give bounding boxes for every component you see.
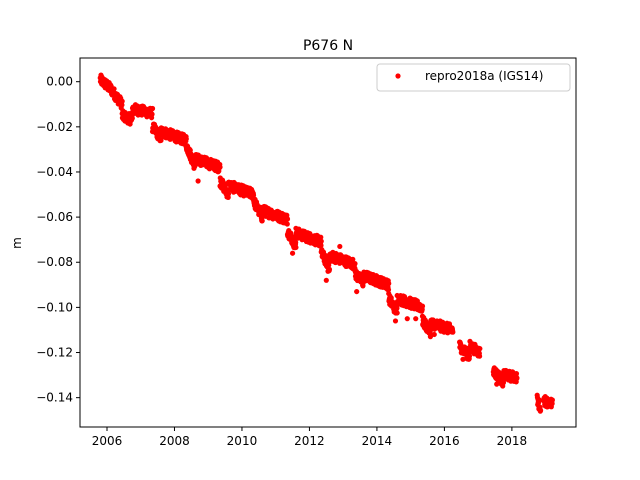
y-tick-label: −0.14	[36, 391, 73, 405]
y-tick-label: −0.12	[36, 346, 73, 360]
data-point	[284, 216, 291, 222]
x-tick-label: 2018	[497, 434, 528, 448]
data-point	[149, 111, 155, 117]
data-point	[195, 178, 201, 184]
data-point	[318, 242, 324, 249]
data-point	[149, 105, 156, 112]
data-point	[289, 250, 296, 256]
data-point	[431, 331, 437, 338]
data-point	[293, 239, 299, 246]
data-point	[419, 303, 426, 309]
data-point	[111, 86, 117, 92]
data-point	[284, 221, 290, 227]
x-tick-label: 2008	[159, 434, 190, 448]
y-tick-label: −0.04	[36, 165, 73, 179]
y-tick-label: −0.02	[36, 120, 73, 134]
data-point	[450, 329, 456, 335]
data-point	[325, 268, 331, 274]
data-point	[549, 397, 555, 403]
x-axis-ticks: 2006 2008 2010 2012 2014 2016 2018	[92, 427, 527, 448]
y-tick-label: −0.06	[36, 210, 73, 224]
data-point	[394, 310, 400, 316]
x-tick-label: 2012	[294, 434, 325, 448]
y-axis-label: m	[10, 237, 24, 249]
data-point	[388, 295, 394, 301]
legend-box	[376, 63, 571, 92]
data-point	[119, 102, 125, 108]
data-point	[394, 305, 400, 311]
data-point	[183, 136, 189, 142]
data-point	[460, 356, 466, 362]
data-points	[97, 72, 555, 414]
data-point	[318, 238, 324, 244]
data-point	[129, 115, 135, 121]
data-point	[386, 280, 392, 287]
data-point	[323, 277, 329, 283]
x-tick-label: 2006	[92, 434, 123, 448]
chart-title: P676 N	[303, 38, 353, 54]
data-point	[352, 260, 358, 267]
data-point	[413, 316, 419, 322]
legend-marker	[395, 73, 401, 79]
data-point	[514, 375, 520, 381]
data-point	[350, 256, 356, 262]
data-point	[404, 316, 410, 322]
data-point	[354, 288, 360, 295]
y-axis-ticks: 0.00 −0.02 −0.04 −0.06 −0.08 −0.10 −0.12 −0.14	[36, 75, 80, 405]
x-tick-label: 2016	[429, 434, 460, 448]
data-point	[385, 287, 392, 293]
legend-label: repro2018a (IGS14)	[425, 69, 543, 83]
data-point	[217, 164, 223, 170]
plot-frame	[79, 57, 577, 428]
data-point	[513, 370, 520, 377]
data-point	[119, 98, 125, 104]
data-point	[549, 401, 555, 407]
x-tick-label: 2014	[362, 434, 393, 448]
data-point	[494, 381, 500, 387]
y-tick-label: 0.00	[46, 75, 73, 89]
data-point	[337, 243, 343, 250]
data-point	[318, 234, 324, 240]
data-point	[477, 346, 483, 352]
data-point	[466, 353, 473, 359]
data-point	[158, 137, 164, 144]
data-point	[476, 353, 483, 359]
data-point	[537, 397, 543, 404]
y-tick-label: −0.08	[36, 255, 73, 269]
data-point	[259, 218, 265, 224]
data-point	[392, 318, 399, 324]
y-tick-label: −0.10	[36, 300, 73, 314]
legend: repro2018a (IGS14)	[376, 63, 571, 92]
x-tick-label: 2010	[227, 434, 258, 448]
data-point	[536, 406, 542, 412]
data-point	[293, 244, 299, 251]
